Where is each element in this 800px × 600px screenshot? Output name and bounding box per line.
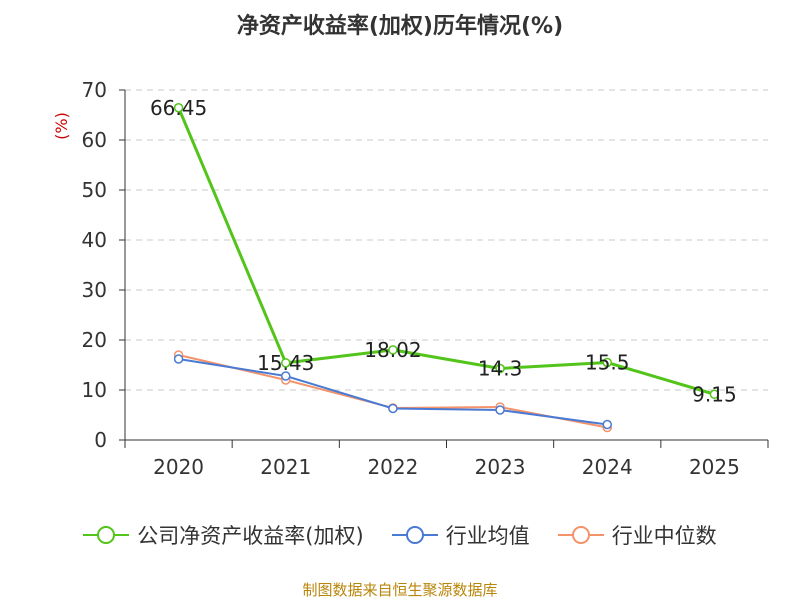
legend-label-industry-mean: 行业均值 xyxy=(445,524,530,548)
y-tick-label: 20 xyxy=(82,328,107,352)
data-point-1 xyxy=(495,405,505,415)
legend-label-industry-median: 行业中位数 xyxy=(611,524,717,548)
data-point-0 xyxy=(388,345,398,355)
data-label: 14.3 xyxy=(478,357,523,381)
chart-title: 净资产收益率(加权)历年情况(%) xyxy=(236,14,564,39)
data-point-0 xyxy=(602,357,612,368)
y-tick-label: 50 xyxy=(82,178,107,202)
data-label: 18.02 xyxy=(364,338,421,362)
legend-item-company-roe[interactable]: 公司净资产收益率(加权) xyxy=(83,520,364,550)
data-point-1 xyxy=(173,354,184,364)
data-point-0 xyxy=(173,103,184,113)
y-tick-label: 10 xyxy=(82,378,107,402)
data-point-1 xyxy=(281,371,291,381)
x-tick-label: 2023 xyxy=(475,455,526,479)
data-label: 9.15 xyxy=(692,382,737,406)
legend-item-industry-mean[interactable]: 行业均值 xyxy=(391,520,530,550)
y-tick-label: 0 xyxy=(94,428,107,452)
data-point-1 xyxy=(602,419,612,430)
chart-legend: 公司净资产收益率(加权) 行业均值 行业中位数 xyxy=(0,520,800,550)
legend-marker-industry-mean xyxy=(391,526,438,544)
y-tick-label: 70 xyxy=(82,78,107,102)
legend-marker-company-roe xyxy=(83,526,130,544)
legend-item-industry-median[interactable]: 行业中位数 xyxy=(557,520,717,550)
data-point-0 xyxy=(709,389,720,399)
y-tick-label: 40 xyxy=(82,228,107,252)
data-point-0 xyxy=(495,363,505,374)
x-tick-label: 2020 xyxy=(153,455,204,479)
y-tick-label: 60 xyxy=(82,128,107,152)
data-point-1 xyxy=(388,403,398,414)
x-tick-label: 2024 xyxy=(582,455,633,479)
data-point-0 xyxy=(281,358,291,368)
series-line-0 xyxy=(177,107,715,396)
x-tick-label: 2021 xyxy=(260,455,311,479)
data-label: 15.5 xyxy=(585,351,630,375)
x-tick-label: 2025 xyxy=(689,455,740,479)
x-tick-label: 2022 xyxy=(367,455,418,479)
y-tick-label: 30 xyxy=(82,278,107,302)
y-axis-label: (%) xyxy=(52,112,71,140)
source-note: 制图数据来自恒生聚源数据库 xyxy=(302,581,498,599)
legend-label-company-roe: 公司净资产收益率(加权) xyxy=(137,524,364,548)
data-label: 15.43 xyxy=(257,351,314,375)
data-label: 66.45 xyxy=(150,96,207,120)
legend-marker-industry-median xyxy=(557,526,604,544)
